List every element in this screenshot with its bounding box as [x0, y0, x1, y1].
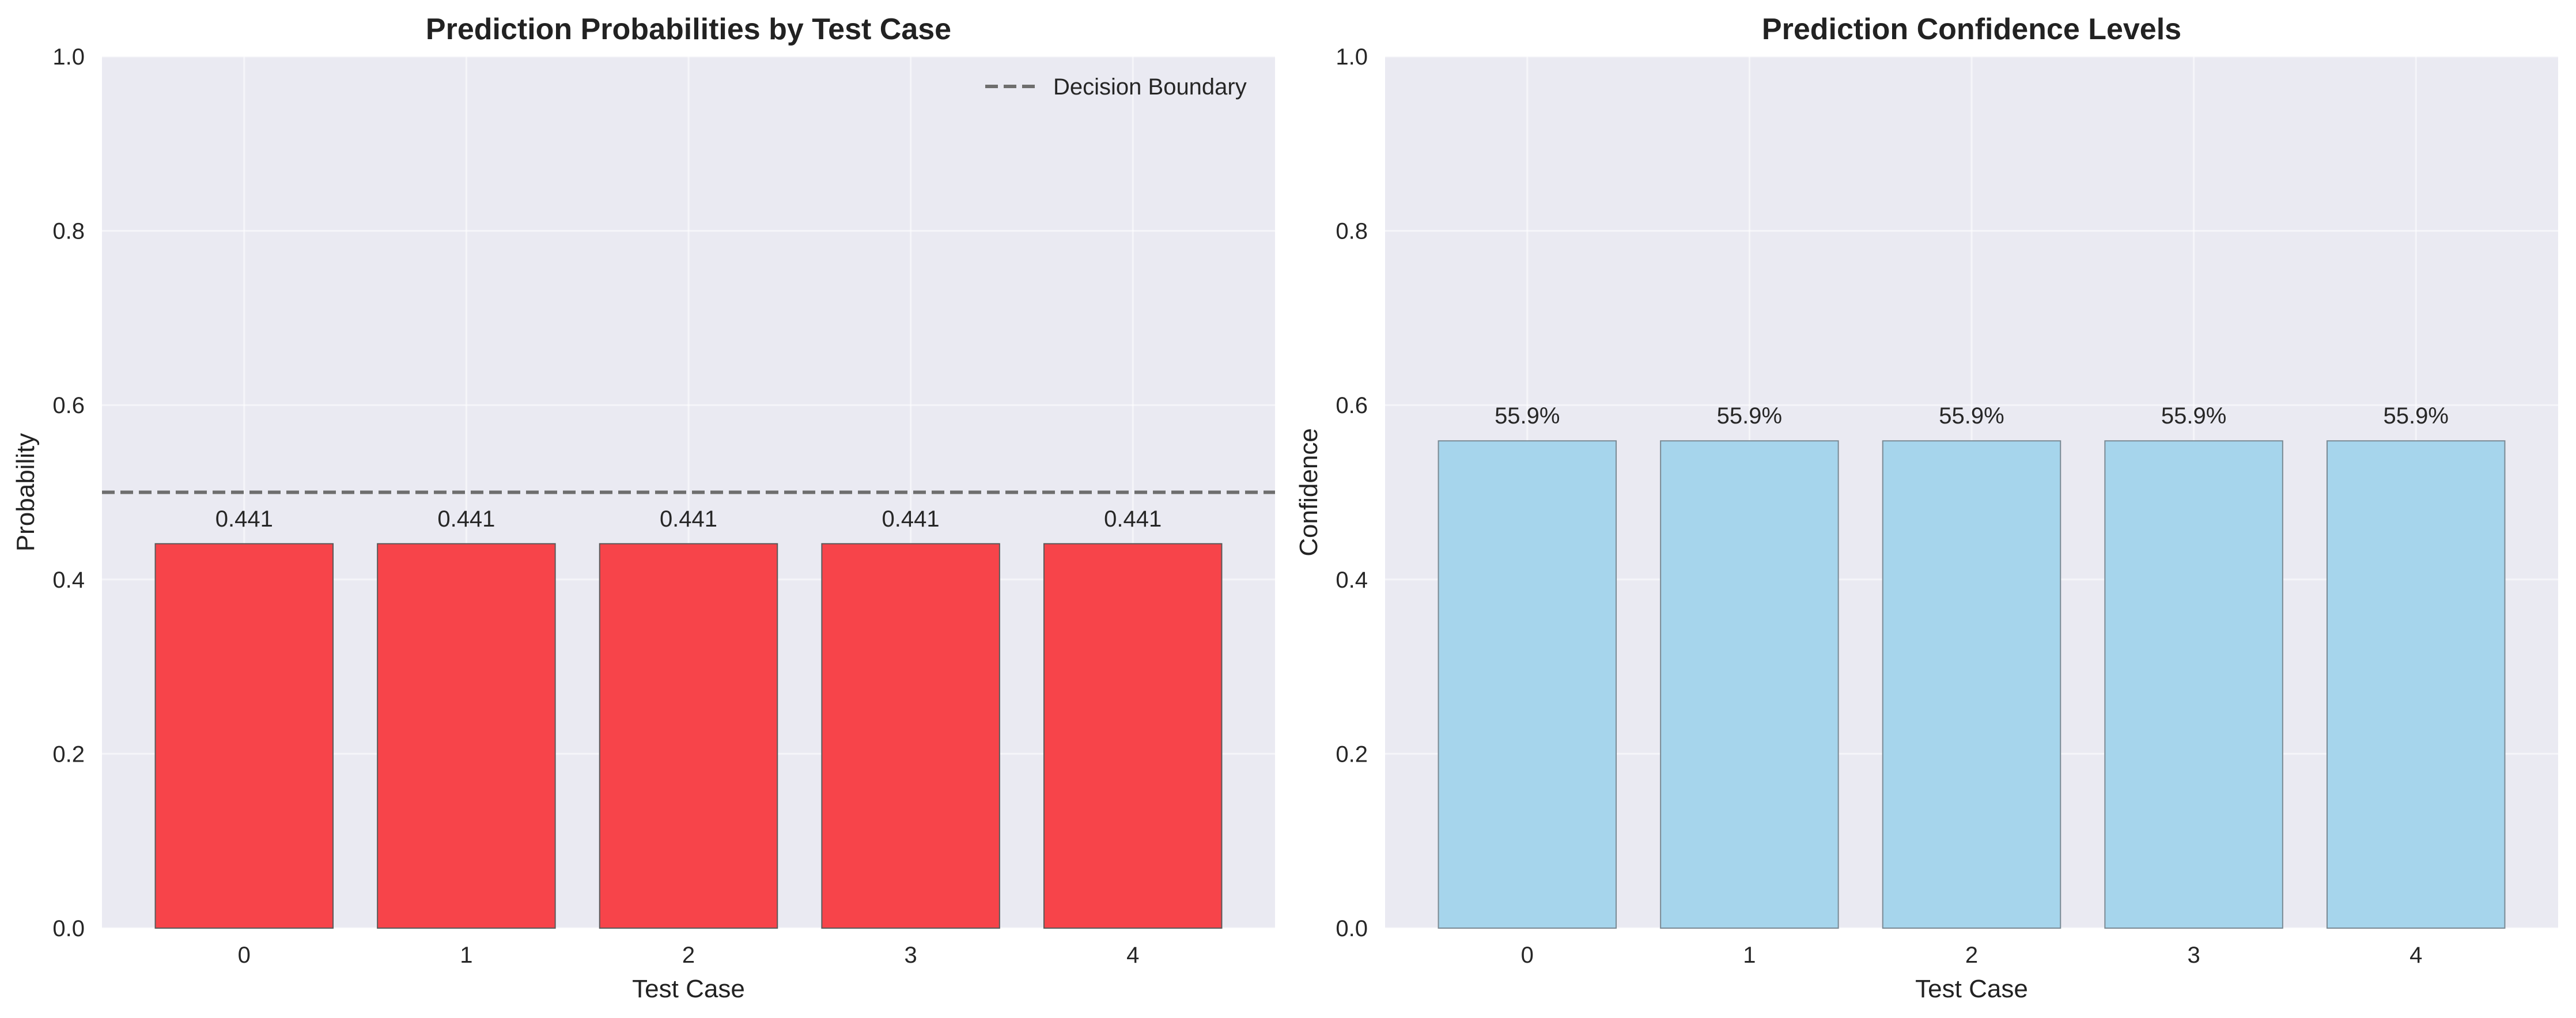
bar-value-label: 55.9% — [1939, 403, 2004, 429]
bar — [599, 543, 778, 929]
bar — [377, 543, 556, 929]
bar-value-label: 0.441 — [660, 506, 717, 532]
bar — [154, 543, 334, 929]
y-axis-label: Probability — [12, 433, 40, 551]
bar — [2104, 440, 2283, 929]
x-tick-label: 4 — [1126, 943, 1139, 968]
y-tick-label: 0.0 — [1336, 916, 1368, 941]
bar-value-label: 55.9% — [1717, 403, 1782, 429]
y-tick-label: 1.0 — [52, 44, 85, 70]
x-tick-label: 3 — [2187, 943, 2200, 968]
bar-value-label: 55.9% — [1495, 403, 1560, 429]
x-tick-label: 1 — [460, 943, 472, 968]
bar — [1882, 440, 2061, 929]
bar — [2326, 440, 2506, 929]
y-tick-label: 0.8 — [52, 219, 85, 244]
bar — [1660, 440, 1839, 929]
y-tick-label: 1.0 — [1336, 44, 1368, 70]
x-tick-label: 3 — [904, 943, 917, 968]
chart-title: Prediction Probabilities by Test Case — [426, 13, 951, 46]
legend-label: Decision Boundary — [1053, 74, 1247, 100]
x-axis-label: Test Case — [1915, 975, 2028, 1003]
x-axis-label: Test Case — [632, 975, 745, 1003]
y-tick-label: 0.6 — [1336, 393, 1368, 418]
x-tick-label: 4 — [2409, 943, 2422, 968]
y-axis-label: Confidence — [1295, 428, 1323, 557]
y-tick-label: 0.6 — [52, 393, 85, 418]
x-tick-label: 2 — [682, 943, 695, 968]
y-tick-label: 0.2 — [1336, 741, 1368, 767]
y-tick-label: 0.0 — [52, 916, 85, 941]
subplot-2: 55.9% 55.9% 55.9% 55.9% 55.9% 0.0 0.2 0.4 0.6 0.8… — [1295, 13, 2558, 1003]
bar-value-label: 0.441 — [1104, 506, 1162, 532]
legend: Decision Boundary — [985, 74, 1247, 100]
y-tick-label: 0.4 — [1336, 567, 1368, 593]
y-tick-label: 0.8 — [1336, 219, 1368, 244]
y-tick-label: 0.4 — [52, 567, 85, 593]
x-tick-label: 2 — [1965, 943, 1978, 968]
x-tick-label: 0 — [1521, 943, 1534, 968]
bar-value-label: 0.441 — [215, 506, 273, 532]
bar-value-label: 0.441 — [437, 506, 495, 532]
bar — [1438, 440, 1617, 929]
bar — [821, 543, 1000, 929]
chart-title: Prediction Confidence Levels — [1762, 13, 2181, 46]
x-tick-label: 1 — [1743, 943, 1756, 968]
bar-value-label: 55.9% — [2384, 403, 2449, 429]
bar — [1043, 543, 1223, 929]
bar-value-label: 0.441 — [882, 506, 940, 532]
y-tick-label: 0.2 — [52, 741, 85, 767]
bar-value-label: 55.9% — [2161, 403, 2226, 429]
x-tick-label: 0 — [238, 943, 251, 968]
